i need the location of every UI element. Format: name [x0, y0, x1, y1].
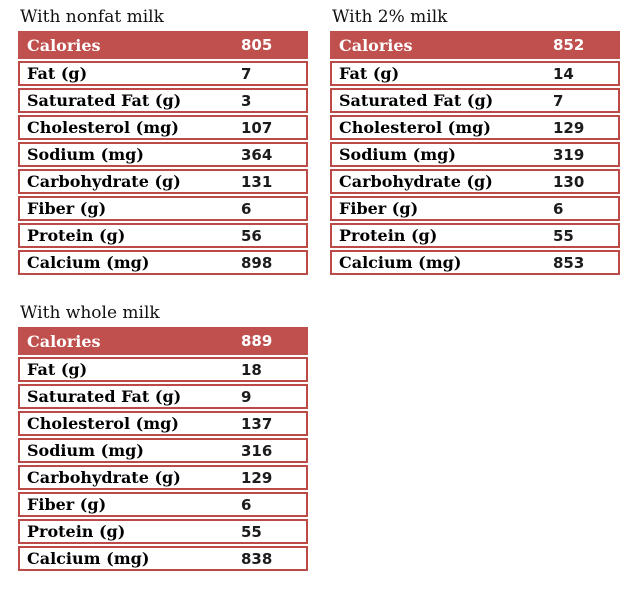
header-value: 889 [241, 332, 273, 350]
row-label: Protein (g) [339, 226, 438, 245]
row-label: Fiber (g) [339, 199, 419, 218]
nutrition-table-whole: Calories 889 Fat (g) 18 Saturated Fat (g… [18, 327, 308, 571]
row-value: 130 [553, 172, 585, 191]
table-row: Fat (g) 7 [18, 61, 308, 86]
table-row: Fiber (g) 6 [18, 492, 308, 517]
row-value: 107 [241, 118, 273, 137]
row-value: 6 [553, 199, 564, 218]
nonfat-milk-panel: With nonfat milk Calories 805 Fat (g) 7 … [18, 7, 308, 275]
table-row: Fat (g) 14 [330, 61, 620, 86]
row-label: Carbohydrate (g) [27, 172, 181, 191]
table-header-row: Calories 852 [330, 31, 620, 59]
header-value: 852 [553, 36, 585, 54]
row-label: Fat (g) [27, 360, 88, 379]
table-row: Protein (g) 55 [18, 519, 308, 544]
row-value: 7 [241, 64, 252, 83]
row-value: 14 [553, 64, 574, 83]
table-row: Cholesterol (mg) 137 [18, 411, 308, 436]
row-value: 7 [553, 91, 564, 110]
table-row: Protein (g) 56 [18, 223, 308, 248]
row-label: Sodium (mg) [27, 145, 144, 164]
row-label: Carbohydrate (g) [339, 172, 493, 191]
row-label: Fat (g) [339, 64, 400, 83]
row-value: 55 [241, 522, 262, 541]
table-header-row: Calories 889 [18, 327, 308, 355]
table-row: Calcium (mg) 898 [18, 250, 308, 275]
table-title-whole: With whole milk [20, 303, 160, 323]
row-label: Saturated Fat (g) [339, 91, 494, 110]
header-value: 805 [241, 36, 273, 54]
table-title-nonfat: With nonfat milk [20, 7, 164, 27]
table-row: Calcium (mg) 853 [330, 250, 620, 275]
table-row: Carbohydrate (g) 130 [330, 169, 620, 194]
table-row: Cholesterol (mg) 107 [18, 115, 308, 140]
row-value: 3 [241, 91, 252, 110]
table-row: Saturated Fat (g) 9 [18, 384, 308, 409]
row-value: 18 [241, 360, 262, 379]
row-value: 9 [241, 387, 252, 406]
row-label: Calcium (mg) [339, 253, 462, 272]
table-row: Sodium (mg) 364 [18, 142, 308, 167]
row-label: Cholesterol (mg) [27, 118, 179, 137]
row-value: 6 [241, 495, 252, 514]
table-row: Saturated Fat (g) 7 [330, 88, 620, 113]
table-row: Fiber (g) 6 [330, 196, 620, 221]
row-label: Fiber (g) [27, 495, 107, 514]
row-label: Saturated Fat (g) [27, 91, 182, 110]
row-label: Calcium (mg) [27, 549, 150, 568]
row-value: 55 [553, 226, 574, 245]
table-row: Carbohydrate (g) 131 [18, 169, 308, 194]
table-row: Fat (g) 18 [18, 357, 308, 382]
table-row: Calcium (mg) 838 [18, 546, 308, 571]
table-row: Sodium (mg) 319 [330, 142, 620, 167]
row-value: 316 [241, 441, 273, 460]
table-row: Sodium (mg) 316 [18, 438, 308, 463]
row-value: 364 [241, 145, 273, 164]
table-row: Saturated Fat (g) 3 [18, 88, 308, 113]
row-value: 137 [241, 414, 273, 433]
row-label: Cholesterol (mg) [339, 118, 491, 137]
table-title-2pct: With 2% milk [332, 7, 448, 27]
row-value: 853 [553, 253, 585, 272]
row-value: 129 [553, 118, 585, 137]
row-value: 838 [241, 549, 273, 568]
row-value: 129 [241, 468, 273, 487]
row-value: 319 [553, 145, 585, 164]
row-label: Saturated Fat (g) [27, 387, 182, 406]
row-value: 56 [241, 226, 262, 245]
header-label: Calories [339, 35, 413, 55]
row-label: Carbohydrate (g) [27, 468, 181, 487]
table-row: Fiber (g) 6 [18, 196, 308, 221]
row-label: Sodium (mg) [27, 441, 144, 460]
nutrition-table-nonfat: Calories 805 Fat (g) 7 Saturated Fat (g)… [18, 31, 308, 275]
row-label: Protein (g) [27, 226, 126, 245]
row-label: Sodium (mg) [339, 145, 456, 164]
row-value: 131 [241, 172, 273, 191]
table-row: Cholesterol (mg) 129 [330, 115, 620, 140]
header-label: Calories [27, 35, 101, 55]
row-label: Protein (g) [27, 522, 126, 541]
row-value: 898 [241, 253, 273, 272]
header-label: Calories [27, 331, 101, 351]
table-row: Carbohydrate (g) 129 [18, 465, 308, 490]
row-label: Fiber (g) [27, 199, 107, 218]
row-label: Fat (g) [27, 64, 88, 83]
two-percent-milk-panel: With 2% milk Calories 852 Fat (g) 14 Sat… [330, 7, 620, 275]
row-label: Calcium (mg) [27, 253, 150, 272]
nutrition-table-2pct: Calories 852 Fat (g) 14 Saturated Fat (g… [330, 31, 620, 275]
row-value: 6 [241, 199, 252, 218]
table-header-row: Calories 805 [18, 31, 308, 59]
table-row: Protein (g) 55 [330, 223, 620, 248]
row-label: Cholesterol (mg) [27, 414, 179, 433]
whole-milk-panel: With whole milk Calories 889 Fat (g) 18 … [18, 303, 308, 571]
